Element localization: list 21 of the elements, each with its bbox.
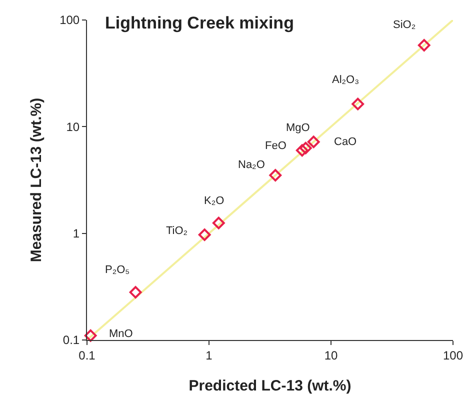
annotation: K₂O (204, 195, 225, 207)
annotation: FeO (265, 140, 287, 152)
annotation: Al₂O₃ (332, 74, 360, 86)
y-tick-label: 1 (72, 226, 80, 241)
annotation: CaO (334, 136, 358, 148)
x-tick-label: 100 (442, 348, 464, 362)
annotation: TiO₂ (166, 225, 188, 237)
annotation: Na₂O (238, 159, 266, 171)
y-tick-label: 10 (66, 120, 80, 134)
chart-title: Lightning Creek mixing (105, 13, 294, 32)
annotation: MnO (109, 328, 134, 340)
y-tick-label: 100 (60, 13, 80, 28)
x-axis-title: Predicted LC-13 (wt.%) (188, 377, 352, 394)
y-axis-title: Measured LC-13 (wt.%) (28, 98, 45, 262)
annotation: SiO₂ (393, 19, 416, 31)
y-tick-label: 0.1 (62, 333, 80, 348)
x-tick-label: 10 (324, 348, 338, 362)
x-tick-label: 1 (206, 348, 213, 362)
x-tick-label: 0.1 (78, 348, 96, 362)
annotation: P₂O₅ (105, 264, 130, 276)
annotation: MgO (286, 122, 310, 134)
